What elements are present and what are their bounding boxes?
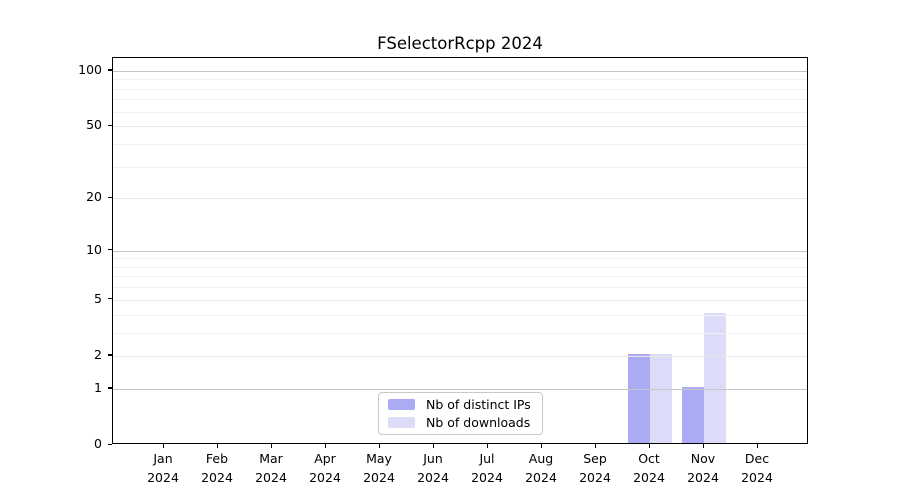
x-tick-label: May 2024 xyxy=(363,451,395,485)
minor-grid-line xyxy=(113,111,807,113)
bar-distinct-ips xyxy=(628,353,650,443)
y-tick-label: 2 xyxy=(94,346,102,362)
x-tick-mark xyxy=(702,444,704,448)
x-tick-label: Aug 2024 xyxy=(525,451,557,485)
y-tick-label: 10 xyxy=(86,241,102,257)
x-tick-label: Dec 2024 xyxy=(741,451,773,485)
x-tick-mark xyxy=(216,444,218,448)
x-tick-mark xyxy=(594,444,596,448)
minor-grid-line xyxy=(113,314,807,316)
x-tick-mark xyxy=(648,444,650,448)
x-tick-mark xyxy=(432,444,434,448)
x-tick-mark xyxy=(324,444,326,448)
grid-line xyxy=(113,250,807,252)
legend-item: Nb of distinct IPs xyxy=(388,397,536,412)
y-tick-label: 5 xyxy=(94,290,102,306)
y-tick-label: 0 xyxy=(94,436,102,451)
chart-title: FSelectorRcpp 2024 xyxy=(377,34,543,53)
grid-line xyxy=(113,70,807,72)
x-tick-label: Jun 2024 xyxy=(417,451,449,485)
y-tick-mark xyxy=(108,443,112,445)
x-tick-mark xyxy=(378,444,380,448)
x-tick-label: Nov 2024 xyxy=(687,451,719,485)
y-tick-label: 20 xyxy=(86,189,102,205)
minor-grid-line xyxy=(113,99,807,101)
plot-area xyxy=(112,57,808,444)
legend-swatch xyxy=(388,417,415,428)
y-tick-mark xyxy=(108,354,112,356)
x-tick-mark xyxy=(756,444,758,448)
x-tick-label: Sep 2024 xyxy=(579,451,611,485)
minor-grid-line xyxy=(113,166,807,168)
y-tick-mark xyxy=(108,298,112,300)
x-tick-mark xyxy=(270,444,272,448)
minor-grid-line xyxy=(113,79,807,81)
y-tick-label: 1 xyxy=(94,379,102,395)
grid-line xyxy=(113,198,807,200)
y-tick-label: 100 xyxy=(78,61,102,77)
legend-swatch xyxy=(388,399,415,410)
minor-grid-line xyxy=(113,88,807,90)
y-tick-label: 50 xyxy=(86,117,102,133)
x-tick-mark xyxy=(486,444,488,448)
y-tick-mark xyxy=(108,69,112,71)
bar-downloads xyxy=(704,312,726,443)
y-tick-mark xyxy=(108,249,112,251)
minor-grid-line xyxy=(113,332,807,334)
legend: Nb of distinct IPs Nb of downloads xyxy=(378,392,543,435)
bar-downloads xyxy=(650,353,672,443)
bar-distinct-ips xyxy=(682,386,704,443)
minor-grid-line xyxy=(113,266,807,268)
x-tick-mark xyxy=(540,444,542,448)
x-tick-label: Feb 2024 xyxy=(201,451,233,485)
x-tick-label: Apr 2024 xyxy=(309,451,341,485)
grid-line xyxy=(113,388,807,390)
minor-grid-line xyxy=(113,143,807,145)
x-tick-label: Jan 2024 xyxy=(147,451,179,485)
x-tick-label: Oct 2024 xyxy=(633,451,665,485)
legend-item-label: Nb of downloads xyxy=(426,415,531,430)
grid-line xyxy=(113,126,807,128)
y-tick-mark xyxy=(108,196,112,198)
x-tick-label: Mar 2024 xyxy=(255,451,287,485)
grid-line xyxy=(113,299,807,301)
grid-line xyxy=(113,355,807,357)
minor-grid-line xyxy=(113,258,807,260)
minor-grid-line xyxy=(113,276,807,278)
y-tick-mark xyxy=(108,387,112,389)
legend-item: Nb of downloads xyxy=(388,415,536,430)
x-tick-label: Jul 2024 xyxy=(471,451,503,485)
y-tick-mark xyxy=(108,124,112,126)
legend-item-label: Nb of distinct IPs xyxy=(426,397,531,412)
x-tick-mark xyxy=(162,444,164,448)
minor-grid-line xyxy=(113,287,807,289)
